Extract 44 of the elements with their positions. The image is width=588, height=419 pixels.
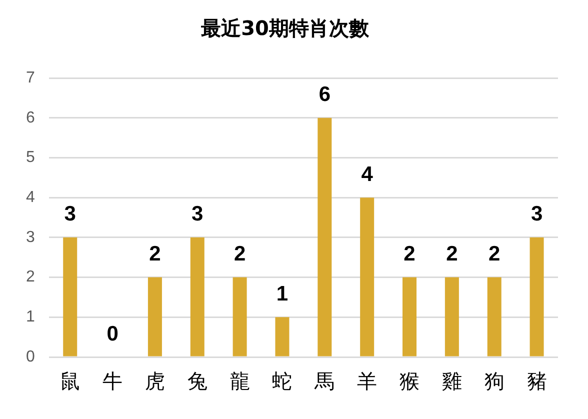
x-tick-label: 馬 (314, 369, 335, 394)
bar (360, 198, 374, 356)
data-label: 2 (488, 242, 500, 266)
chart-title: 最近30期特肖次數 (200, 16, 370, 40)
x-tick-label: 鼠 (60, 369, 80, 394)
x-tick-label: 狗 (484, 369, 504, 394)
data-label: 2 (404, 242, 416, 266)
y-tick-label: 5 (26, 149, 35, 166)
data-label: 6 (318, 83, 331, 106)
data-label: 3 (64, 202, 76, 226)
x-tick-label: 蛇 (272, 369, 292, 394)
data-label: 3 (530, 202, 543, 226)
data-label: 3 (192, 202, 204, 226)
data-label: 2 (149, 242, 161, 266)
bar (402, 277, 417, 356)
y-tick-label: 4 (26, 188, 35, 206)
x-tick-label: 羊 (357, 369, 378, 394)
bar (232, 277, 247, 356)
bar (318, 118, 332, 356)
bar (487, 277, 502, 356)
x-tick-label: 猴 (400, 369, 420, 394)
data-label: 2 (234, 242, 246, 266)
y-tick-label: 6 (26, 109, 35, 126)
x-tick-label: 龍 (230, 369, 250, 394)
data-label: 0 (106, 322, 118, 346)
x-tick-label: 牛 (102, 369, 123, 394)
x-tick-label: 虎 (144, 369, 165, 394)
x-tick-label: 兔 (187, 369, 208, 394)
data-label: 4 (361, 162, 374, 186)
y-tick-label: 2 (26, 268, 35, 286)
bar (444, 277, 459, 356)
bar (63, 237, 78, 356)
bar (190, 237, 204, 356)
data-label: 1 (276, 282, 288, 306)
y-tick-label: 3 (26, 228, 35, 246)
x-tick-label: 雞 (442, 369, 462, 394)
y-tick-label: 1 (26, 308, 35, 326)
bar (530, 237, 544, 356)
x-tick-label: 豬 (526, 369, 547, 394)
data-label: 2 (446, 242, 458, 266)
bar (275, 317, 290, 356)
y-tick-label: 0 (26, 348, 35, 366)
bar (148, 277, 162, 356)
y-tick-label: 7 (26, 69, 35, 86)
